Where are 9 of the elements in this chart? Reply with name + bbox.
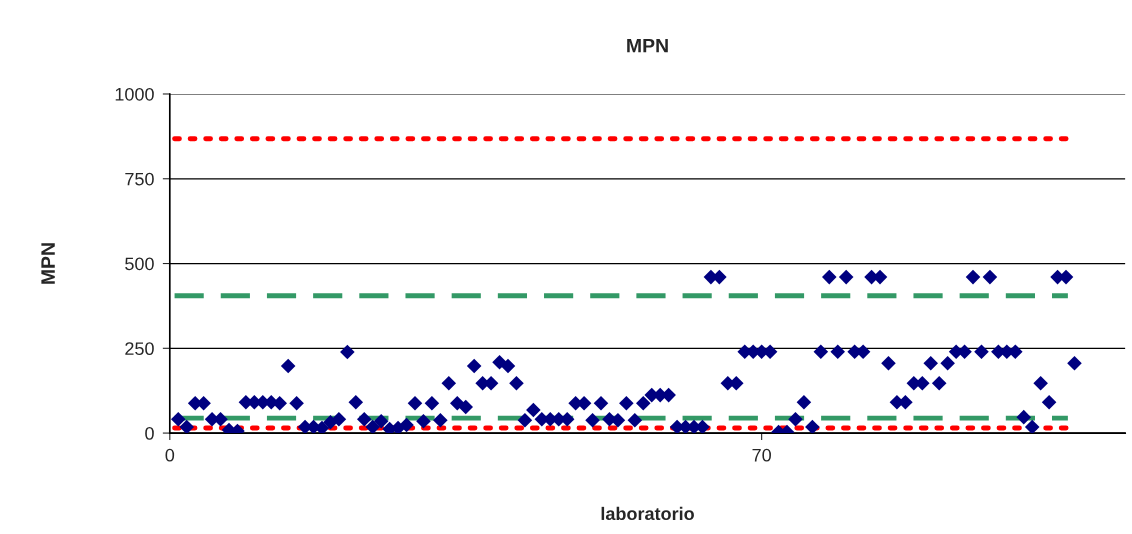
y-tick-label: 750: [125, 172, 154, 186]
x-tick-label: 70: [752, 448, 771, 462]
y-tick-label: 0: [145, 427, 154, 440]
x-axis-title: laboratorio: [601, 506, 694, 521]
y-tick-label: 1000: [115, 87, 154, 101]
y-tick-label: 250: [125, 342, 154, 356]
y-tick-label: 500: [125, 257, 154, 271]
chart-title: MPN: [627, 38, 668, 53]
y-axis-title: MPN: [41, 243, 55, 284]
